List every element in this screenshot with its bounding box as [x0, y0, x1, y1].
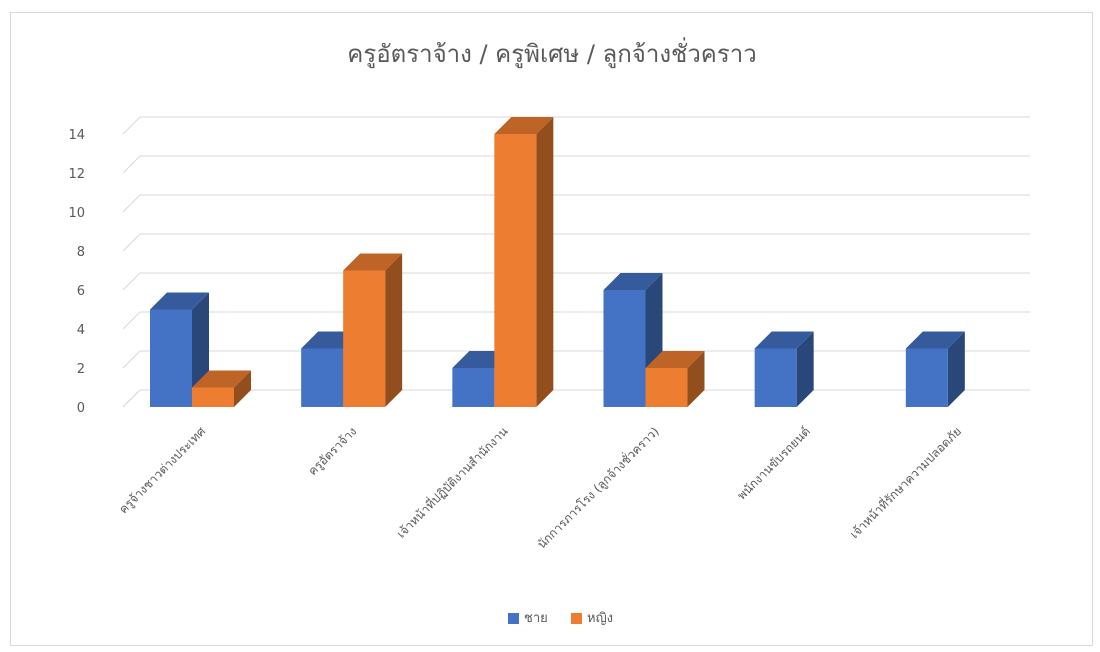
bar-top: [150, 292, 209, 310]
bar-side: [234, 370, 251, 407]
bar-top: [603, 273, 663, 290]
bar-side: [536, 117, 554, 407]
bar-front: [150, 309, 192, 407]
gridline-side: [122, 272, 141, 291]
gridline-side: [122, 311, 141, 330]
bar-top: [754, 331, 814, 349]
gridline-side: [122, 155, 141, 174]
y-tick-label: 14: [68, 128, 85, 143]
bar-front: [301, 348, 344, 407]
bar-side: [796, 331, 814, 407]
x-category-label: ครูอัตราจ้าง: [305, 424, 360, 479]
bar-front: [452, 368, 495, 407]
bar-side: [947, 331, 965, 407]
legend-swatch: [508, 613, 519, 624]
bar-front: [343, 270, 386, 407]
x-category-label: เจ้าหน้าที่ปฏิบัติงานสำนักงาน: [393, 423, 511, 541]
legend-label: ชาย: [524, 611, 548, 626]
y-tick-label: 4: [77, 323, 85, 338]
x-category-label: พนักงานขับรถยนต์: [735, 424, 813, 502]
y-tick-label: 6: [77, 284, 85, 299]
bar: [754, 331, 814, 407]
bar: [343, 253, 403, 407]
bar-front: [645, 368, 688, 407]
bar-front: [494, 134, 537, 407]
bar-front: [192, 387, 234, 407]
x-category-label: เจ้าหน้าที่รักษาความปลอดภัย: [846, 423, 964, 541]
bar-top: [343, 253, 403, 271]
y-tick-label: 2: [77, 362, 85, 377]
bar-side: [385, 253, 403, 407]
chart-title: ครูอัตราจ้าง / ครูพิเศษ / ลูกจ้างชั่วครา…: [347, 37, 756, 69]
gridline-side: [122, 116, 141, 135]
bar: [905, 331, 965, 407]
y-tick-label: 8: [77, 245, 85, 260]
bar-top: [905, 331, 965, 349]
bar: [645, 351, 705, 407]
bar-front: [905, 348, 948, 407]
y-tick-label: 12: [68, 167, 85, 182]
y-tick-label: 10: [68, 206, 85, 221]
bar: [192, 370, 251, 407]
bar-side: [687, 351, 705, 407]
gridline-side: [122, 233, 141, 252]
bar-top: [494, 117, 554, 134]
bar-top: [645, 351, 705, 368]
bar-top: [192, 370, 251, 388]
gridline-side: [122, 194, 141, 213]
gridline-side: [122, 389, 141, 408]
legend-swatch: [571, 613, 582, 624]
legend-label: หญิง: [587, 611, 613, 626]
gridline-side: [122, 350, 141, 369]
x-category-label: นักการภารโรง (ลูกจ้างชั่วคราว): [533, 423, 662, 552]
bar-front: [603, 290, 646, 407]
x-category-label: ครูจ้างชาวต่างประเทศ: [116, 424, 209, 517]
y-tick-label: 0: [77, 401, 85, 416]
bar: [494, 117, 554, 407]
bar-front: [754, 348, 797, 407]
